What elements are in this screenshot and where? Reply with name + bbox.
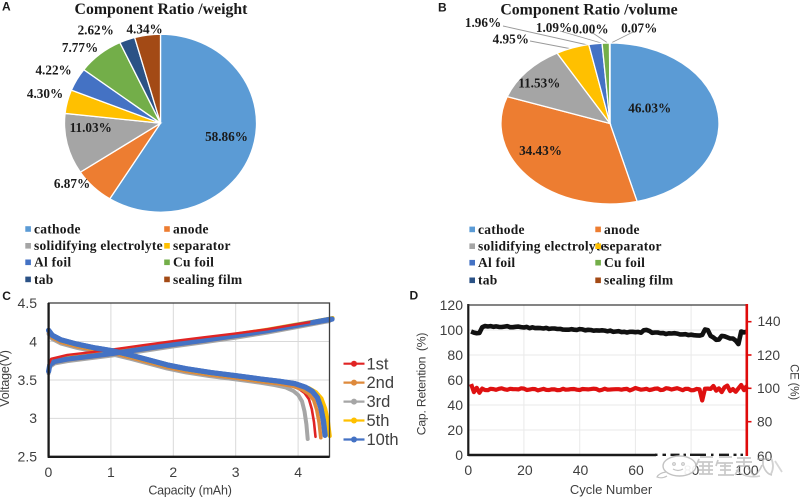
svg-text:40: 40: [573, 462, 589, 478]
svg-text:0.07%: 0.07%: [621, 20, 657, 35]
svg-text:3.5: 3.5: [18, 372, 38, 388]
svg-text:7.77%: 7.77%: [62, 40, 98, 55]
svg-text:4.30%: 4.30%: [27, 86, 63, 101]
svg-text:Component Ratio /weight: Component Ratio /weight: [75, 1, 249, 18]
svg-text:80: 80: [757, 415, 773, 430]
svg-text:6.87%: 6.87%: [54, 176, 90, 191]
svg-text:anode: anode: [173, 221, 209, 236]
svg-text:tab: tab: [34, 272, 54, 287]
svg-text:Cycle Number: Cycle Number: [570, 482, 653, 497]
svg-text:Cu foil: Cu foil: [173, 255, 214, 270]
svg-text:3rd: 3rd: [367, 393, 391, 411]
svg-text:C: C: [2, 289, 11, 303]
svg-text:140: 140: [758, 314, 781, 329]
svg-text:46.03%: 46.03%: [628, 100, 671, 115]
svg-text:sealing film: sealing film: [173, 272, 243, 287]
svg-text:60: 60: [757, 449, 773, 464]
svg-text:D: D: [410, 289, 419, 303]
svg-text:2.62%: 2.62%: [78, 23, 114, 38]
svg-text:1.96%: 1.96%: [465, 15, 501, 30]
svg-text:1.09%: 1.09%: [536, 20, 572, 35]
svg-text:sealing film: sealing film: [604, 273, 674, 288]
svg-text:1: 1: [107, 464, 115, 480]
svg-text:A: A: [2, 0, 11, 14]
svg-text:cathode: cathode: [478, 222, 525, 237]
svg-text:60: 60: [447, 372, 463, 388]
svg-text:Capacity (mAh): Capacity (mAh): [148, 483, 231, 497]
svg-text:11.53%: 11.53%: [518, 76, 560, 91]
svg-text:11.03%: 11.03%: [70, 120, 112, 135]
svg-text:5th: 5th: [367, 412, 390, 430]
svg-text:4.34%: 4.34%: [126, 22, 162, 37]
svg-text:separator: separator: [604, 239, 662, 254]
svg-text:Component Ratio /volume: Component Ratio /volume: [500, 2, 677, 19]
svg-text:solidifying electrolyte: solidifying electrolyte: [34, 238, 163, 253]
svg-text:B: B: [438, 1, 447, 15]
svg-text:separator: separator: [173, 238, 231, 253]
svg-text:4: 4: [29, 333, 37, 349]
svg-text:40: 40: [447, 397, 463, 413]
svg-text:2: 2: [169, 464, 177, 480]
svg-text:Al foil: Al foil: [34, 255, 71, 270]
svg-text:10th: 10th: [367, 431, 399, 449]
svg-text:1st: 1st: [367, 355, 389, 373]
svg-text:3: 3: [232, 464, 240, 480]
svg-text:2.5: 2.5: [18, 449, 38, 465]
svg-text:120: 120: [440, 297, 464, 313]
svg-text:Cu foil: Cu foil: [604, 255, 645, 270]
svg-text:20: 20: [447, 422, 463, 438]
svg-text:100: 100: [757, 381, 780, 396]
svg-text:4.22%: 4.22%: [35, 63, 71, 78]
svg-text:2nd: 2nd: [367, 374, 395, 392]
svg-text:0: 0: [45, 464, 53, 480]
svg-text:20: 20: [517, 462, 533, 478]
svg-text:0: 0: [464, 462, 472, 478]
svg-text:3: 3: [29, 410, 37, 426]
svg-text:0: 0: [455, 447, 463, 463]
svg-text:0.00%: 0.00%: [572, 22, 608, 37]
svg-text:Cap. Retention (%): Cap. Retention (%): [415, 333, 429, 436]
svg-text:120: 120: [757, 348, 780, 363]
svg-text:100: 100: [440, 322, 464, 338]
svg-text:60: 60: [628, 462, 644, 478]
svg-text:4.95%: 4.95%: [493, 31, 529, 46]
svg-text:80: 80: [447, 347, 463, 363]
svg-text:58.86%: 58.86%: [205, 129, 248, 144]
svg-text:4: 4: [294, 464, 302, 480]
svg-text:Voltage(V): Voltage(V): [0, 350, 12, 406]
svg-text:tab: tab: [478, 273, 498, 288]
svg-text:Al foil: Al foil: [478, 255, 515, 270]
svg-text:CE (%): CE (%): [788, 364, 800, 400]
svg-text:solidifying electrolyte: solidifying electrolyte: [478, 239, 607, 254]
svg-text:cathode: cathode: [34, 221, 81, 236]
svg-text:34.43%: 34.43%: [519, 143, 562, 158]
svg-text:4.5: 4.5: [18, 295, 38, 311]
svg-text:anode: anode: [604, 222, 640, 237]
